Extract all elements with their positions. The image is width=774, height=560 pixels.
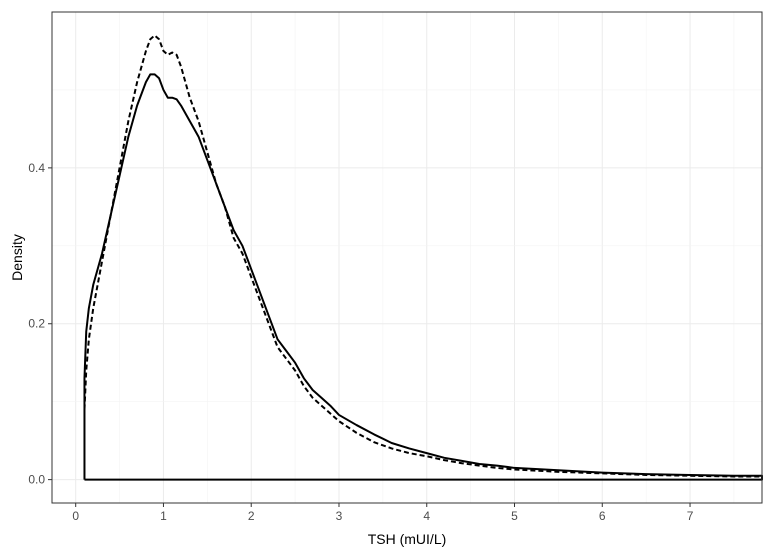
x-tick-label: 4 [423, 509, 430, 523]
x-tick-label: 3 [336, 509, 343, 523]
y-tick-label: 0.4 [28, 161, 45, 175]
x-tick-label: 2 [248, 509, 255, 523]
density-line-solid [83, 73, 763, 481]
y-axis-title: Density [9, 234, 25, 281]
x-tick-label: 7 [687, 509, 694, 523]
x-axis-title: TSH (mUI/L) [368, 531, 447, 547]
grid-lines [52, 12, 762, 503]
density-line-dashed [83, 34, 762, 478]
plot-panel [52, 12, 762, 503]
y-tick-label: 0.0 [28, 473, 45, 487]
x-tick-label: 0 [72, 509, 79, 523]
y-tick-label: 0.2 [28, 317, 45, 331]
x-tick-label: 6 [599, 509, 606, 523]
plot-panel-border [51, 11, 763, 504]
x-tick-label: 5 [511, 509, 518, 523]
axes: 0 1 2 3 4 5 6 7 0.0 0.2 0.4 [28, 161, 693, 523]
series-layer [83, 34, 763, 481]
x-tick-label: 1 [160, 509, 167, 523]
